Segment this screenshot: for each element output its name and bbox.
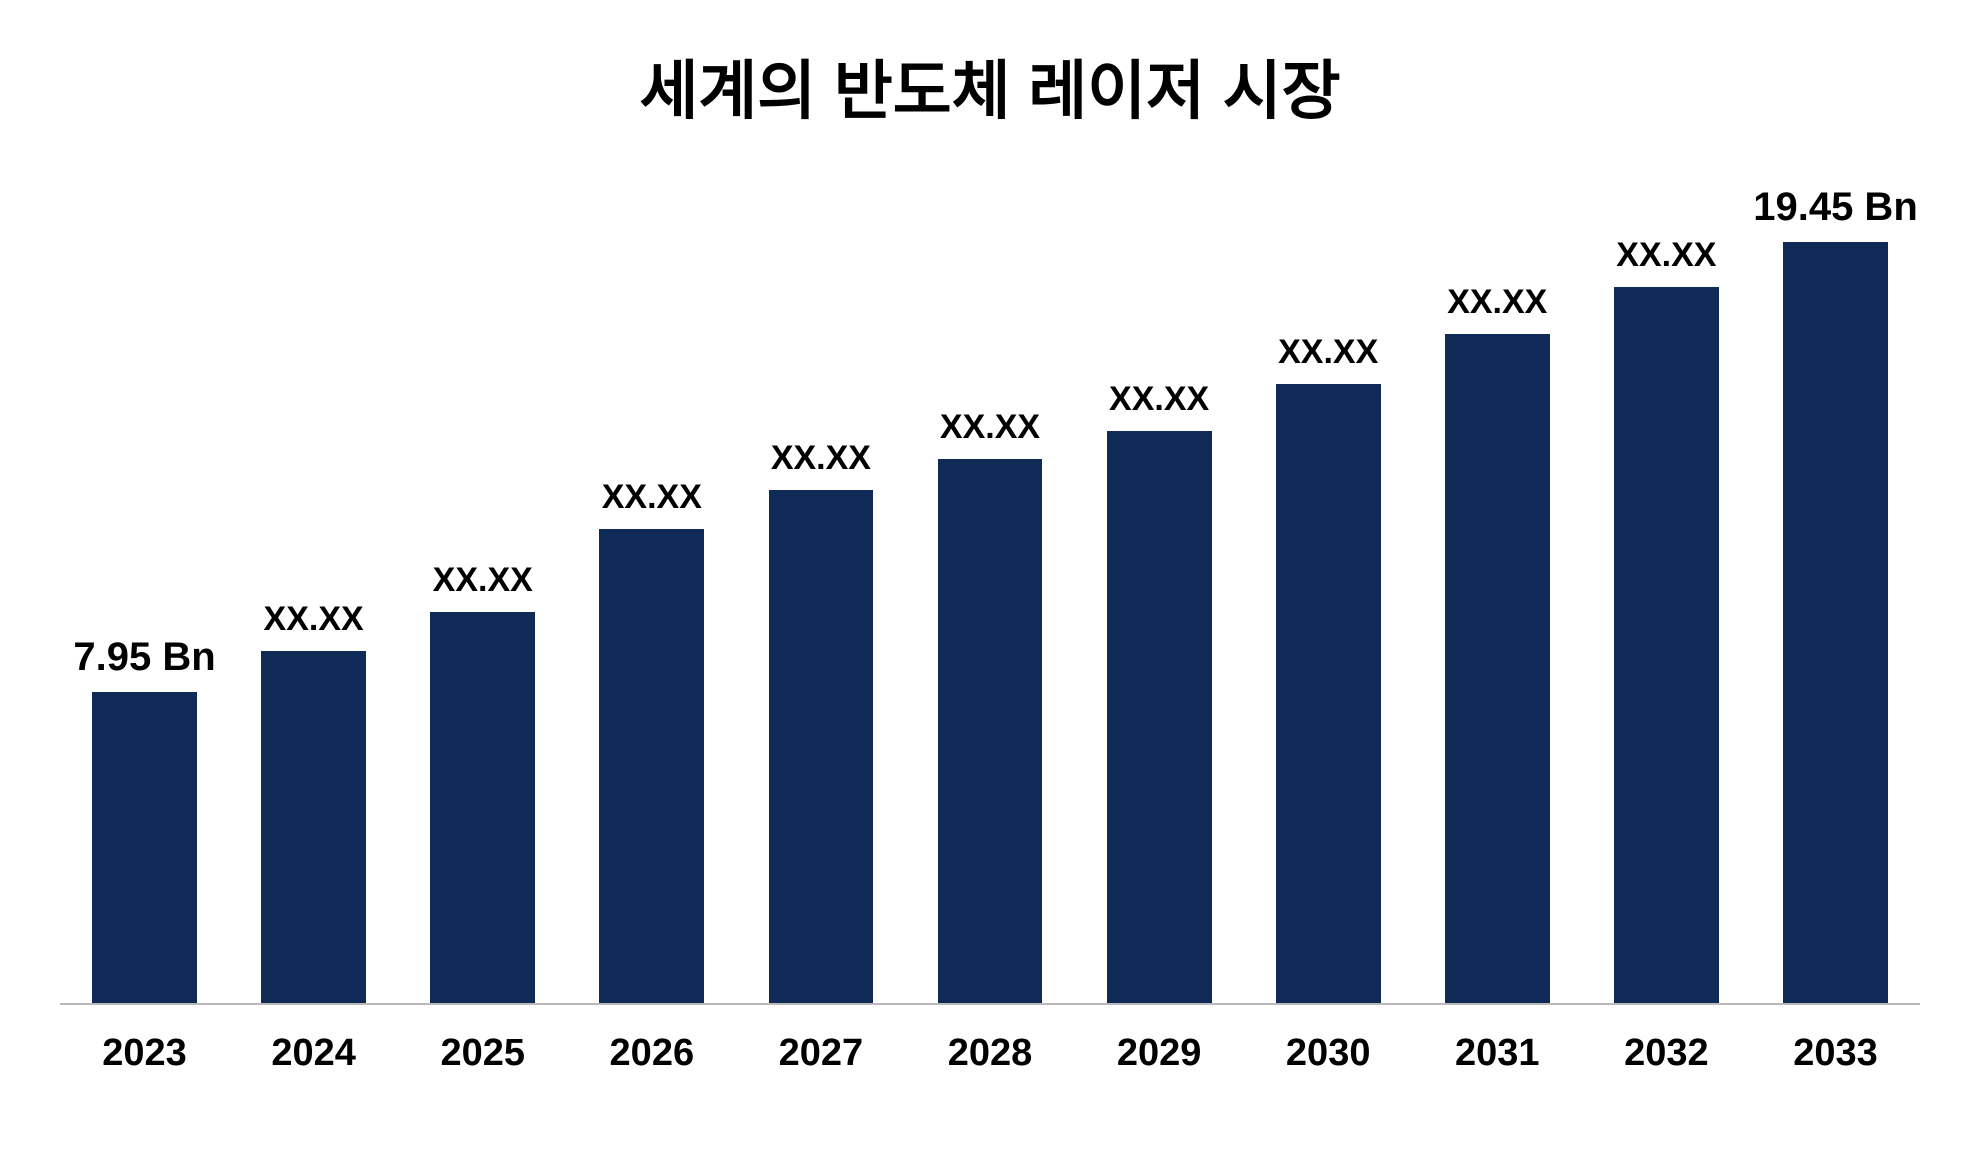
bar-rect xyxy=(1783,242,1888,1003)
x-axis: 2023202420252026202720282029203020312032… xyxy=(60,1032,1920,1075)
bar-rect xyxy=(1614,287,1719,1003)
bar-rect xyxy=(599,529,704,1003)
x-tick-label: 2033 xyxy=(1751,1032,1920,1075)
bar-rect xyxy=(769,490,874,1003)
x-tick-label: 2023 xyxy=(60,1032,229,1075)
chart-title: 세계의 반도체 레이저 시장 xyxy=(0,40,1980,132)
bars-group: 7.95 BnXX.XXXX.XXXX.XXXX.XXXX.XXXX.XXXX.… xyxy=(60,220,1920,1003)
bar-slot: XX.XX xyxy=(398,220,567,1003)
bar-value-label: XX.XX xyxy=(1413,283,1582,322)
bar-slot: XX.XX xyxy=(1582,220,1751,1003)
bar-rect xyxy=(1107,431,1212,1003)
bar-value-label: XX.XX xyxy=(1244,333,1413,372)
bar-slot: XX.XX xyxy=(567,220,736,1003)
x-tick-label: 2029 xyxy=(1075,1032,1244,1075)
x-tick-label: 2030 xyxy=(1244,1032,1413,1075)
bar-rect xyxy=(938,459,1043,1003)
x-tick-label: 2024 xyxy=(229,1032,398,1075)
bar-rect xyxy=(261,651,366,1003)
bar-value-label: XX.XX xyxy=(1582,236,1751,275)
bar-slot: XX.XX xyxy=(1244,220,1413,1003)
plot-area: 7.95 BnXX.XXXX.XXXX.XXXX.XXXX.XXXX.XXXX.… xyxy=(60,220,1920,1005)
bar-value-label: XX.XX xyxy=(905,408,1074,447)
bar-value-label: XX.XX xyxy=(229,600,398,639)
bar-slot: XX.XX xyxy=(229,220,398,1003)
bar-rect xyxy=(1445,334,1550,1003)
x-tick-label: 2025 xyxy=(398,1032,567,1075)
bar-value-label: XX.XX xyxy=(736,439,905,478)
x-tick-label: 2031 xyxy=(1413,1032,1582,1075)
bar-slot: XX.XX xyxy=(905,220,1074,1003)
bar-value-label: XX.XX xyxy=(398,561,567,600)
bar-rect xyxy=(1276,384,1381,1003)
x-tick-label: 2026 xyxy=(567,1032,736,1075)
bar-value-label: 19.45 Bn xyxy=(1751,185,1920,230)
x-tick-label: 2032 xyxy=(1582,1032,1751,1075)
bar-slot: 19.45 Bn xyxy=(1751,220,1920,1003)
x-tick-label: 2027 xyxy=(736,1032,905,1075)
bar-slot: XX.XX xyxy=(1413,220,1582,1003)
x-tick-label: 2028 xyxy=(905,1032,1074,1075)
bar-slot: 7.95 Bn xyxy=(60,220,229,1003)
bar-slot: XX.XX xyxy=(736,220,905,1003)
chart-container: 세계의 반도체 레이저 시장 7.95 BnXX.XXXX.XXXX.XXXX.… xyxy=(0,0,1980,1155)
bar-slot: XX.XX xyxy=(1075,220,1244,1003)
bar-rect xyxy=(92,692,197,1003)
bar-value-label: 7.95 Bn xyxy=(60,635,229,680)
bar-rect xyxy=(430,612,535,1004)
bar-value-label: XX.XX xyxy=(1075,380,1244,419)
bar-value-label: XX.XX xyxy=(567,478,736,517)
